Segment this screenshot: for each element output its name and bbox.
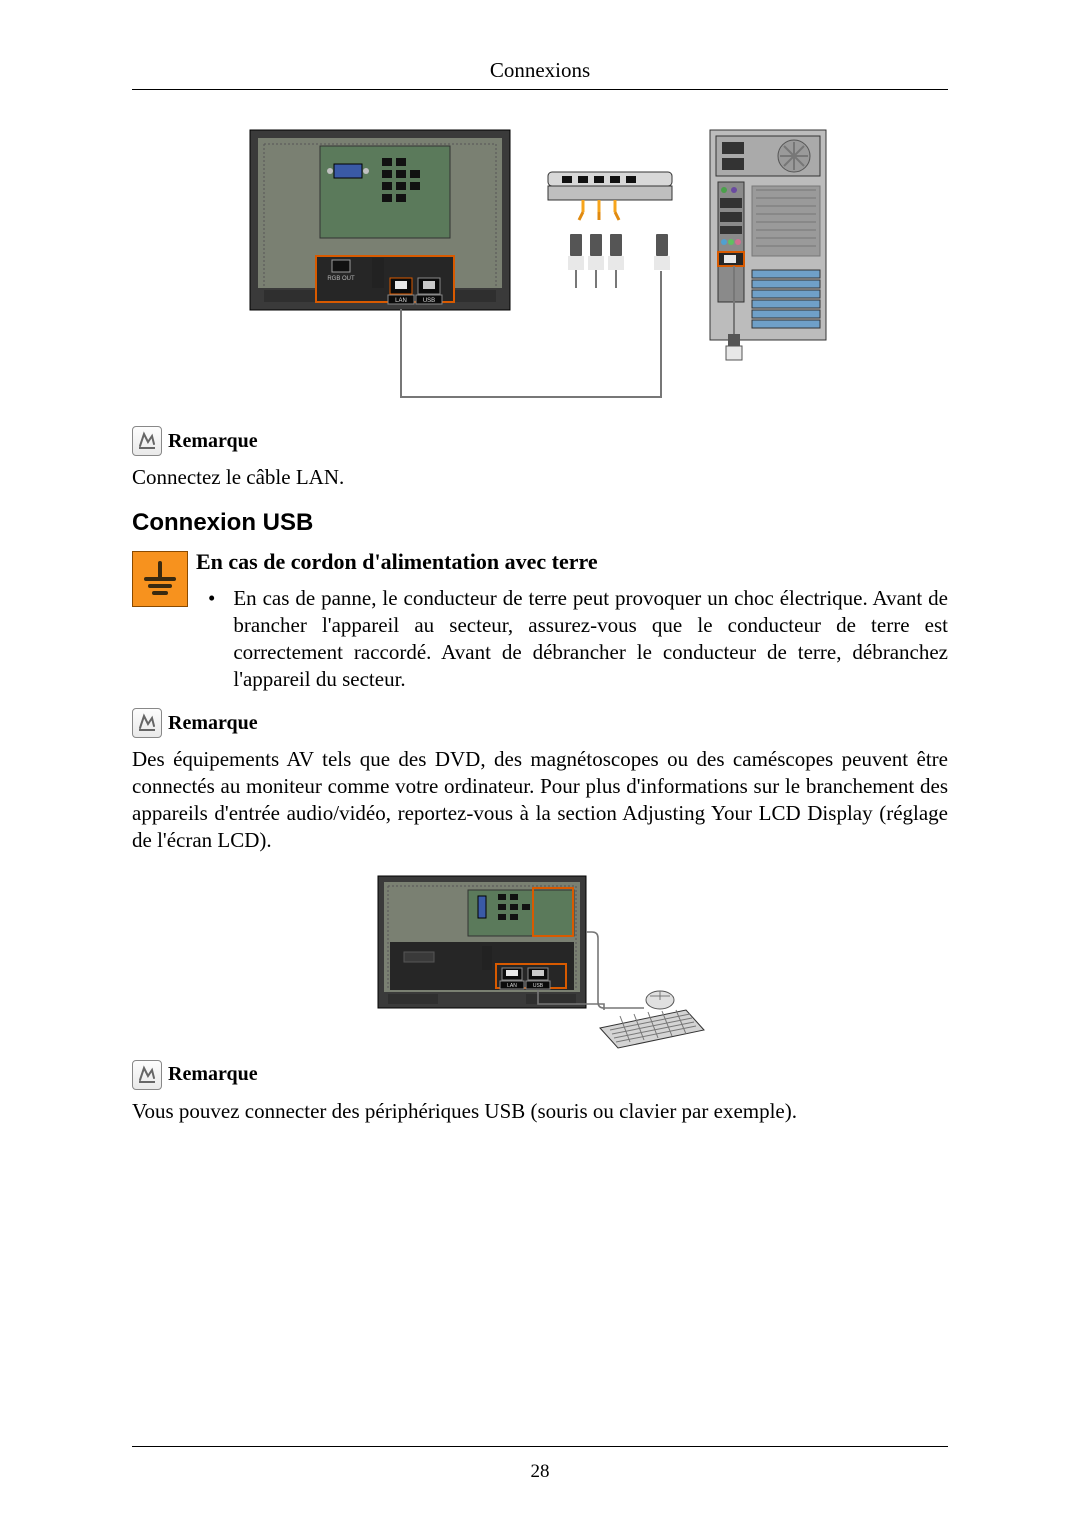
note-row-3: Remarque [132, 1060, 948, 1090]
page-number: 28 [0, 1461, 1080, 1483]
ground-warning-row: En cas de cordon d'alimentation avec ter… [132, 549, 948, 693]
diagram-lan-connection: RGB OUT LAN USB [132, 126, 948, 416]
svg-text:USB: USB [533, 983, 544, 989]
diagram-usb-svg: LAN USB [370, 872, 710, 1050]
page-header-title: Connexions [132, 58, 948, 83]
svg-text:USB: USB [423, 298, 435, 304]
note3-text: Vous pouvez connecter des périphériques … [132, 1098, 948, 1125]
note-label: Remarque [168, 430, 258, 453]
diagram-usb-connection: LAN USB [132, 872, 948, 1050]
ground-heading: En cas de cordon d'alimentation avec ter… [196, 549, 948, 575]
bullet-marker: • [196, 585, 215, 693]
note-icon [132, 1060, 162, 1090]
note-icon [132, 426, 162, 456]
ground-icon [132, 551, 188, 607]
header-rule [132, 89, 948, 90]
note-row-2: Remarque [132, 708, 948, 738]
note-label: Remarque [168, 712, 258, 735]
section-usb-heading: Connexion USB [132, 509, 948, 537]
ground-bullet-text: En cas de panne, le conducteur de terre … [233, 585, 948, 693]
svg-text:RGB OUT: RGB OUT [327, 276, 355, 282]
svg-text:LAN: LAN [507, 983, 517, 989]
svg-text:LAN: LAN [395, 298, 407, 304]
note-row-1: Remarque [132, 426, 948, 456]
note-label: Remarque [168, 1063, 258, 1086]
diagram-lan-svg: RGB OUT LAN USB [240, 126, 840, 416]
note-icon [132, 708, 162, 738]
note2-text: Des équipements AV tels que des DVD, des… [132, 746, 948, 854]
note1-text: Connectez le câble LAN. [132, 464, 948, 491]
footer-rule [132, 1446, 948, 1447]
